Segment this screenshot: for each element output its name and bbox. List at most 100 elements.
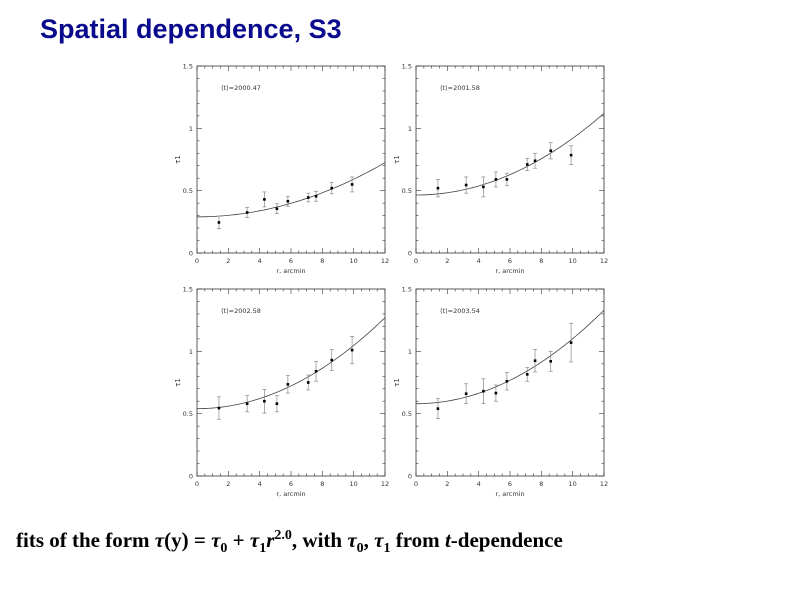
data-point <box>464 392 468 396</box>
x-tick-label: 8 <box>320 480 324 488</box>
x-axis-label: r, arcmin <box>276 267 305 275</box>
data-point <box>525 373 529 376</box>
plot-2002: 0 2 4 6 8 10 12 0 0.5 1 1.5 r, arcmin τ1 ⟨t⟩=2002.58 <box>174 286 389 499</box>
data-point <box>286 383 290 386</box>
x-axis-label: r, arcmin <box>276 490 305 498</box>
y-tick-label: 0 <box>189 473 193 481</box>
x-tick-label: 4 <box>258 257 262 265</box>
y-tick-label: 1.5 <box>402 286 412 294</box>
fit-curve <box>196 317 386 410</box>
y-axis-label: τ1 <box>393 155 401 164</box>
data-point <box>464 183 468 187</box>
data-point <box>217 406 221 410</box>
plot-frame <box>415 288 605 477</box>
data-point <box>436 407 440 410</box>
x-tick-label: 6 <box>508 480 512 488</box>
data-point <box>549 149 553 153</box>
annotation: ⟨t⟩=2002.58 <box>221 307 261 315</box>
data-point <box>286 199 290 203</box>
data-point <box>306 196 310 199</box>
x-tick-label: 4 <box>477 480 481 488</box>
data-point <box>314 369 318 373</box>
y-tick-label: 1.5 <box>402 63 412 71</box>
x-tick-label: 8 <box>539 480 543 488</box>
y-tick-label: 1.5 <box>183 286 193 294</box>
y-tick-label: 0 <box>189 250 193 258</box>
x-tick-label: 8 <box>320 257 324 265</box>
data-point <box>330 186 334 190</box>
annotation: ⟨t⟩=2001.58 <box>440 84 480 92</box>
y-axis-label: τ1 <box>393 378 401 387</box>
y-tick-label: 0.5 <box>183 410 193 418</box>
y-tick-label: 1 <box>189 125 193 133</box>
x-tick-label: 6 <box>289 257 293 265</box>
data-point <box>549 360 553 363</box>
x-tick-label: 12 <box>600 257 608 265</box>
x-tick-label: 0 <box>195 480 199 488</box>
x-tick-label: 10 <box>350 480 358 488</box>
y-tick-label: 1 <box>408 125 412 133</box>
x-tick-label: 2 <box>445 480 449 488</box>
data-point <box>569 341 573 344</box>
x-tick-label: 2 <box>226 257 230 265</box>
data-point <box>306 381 310 384</box>
y-tick-label: 1 <box>189 348 193 356</box>
data-point <box>263 198 266 201</box>
slide-title: Spatial dependence, S3 <box>40 14 342 44</box>
y-tick-label: 0.5 <box>402 187 412 195</box>
data-point <box>482 185 485 189</box>
annotation: ⟨t⟩=2000.47 <box>221 84 261 92</box>
x-tick-label: 12 <box>381 257 389 265</box>
data-point <box>330 358 334 362</box>
data-point <box>314 194 318 198</box>
x-tick-label: 2 <box>226 480 230 488</box>
x-tick-label: 10 <box>350 257 358 265</box>
data-point <box>494 391 498 395</box>
data-point <box>263 399 266 403</box>
data-point <box>350 348 354 352</box>
x-tick-label: 10 <box>569 480 577 488</box>
slide-caption: fits of the form τ(y) = τ0 + τ1r2.0, wit… <box>16 528 563 557</box>
fit-curve <box>415 113 605 196</box>
x-axis-label: r, arcmin <box>495 267 524 275</box>
y-axis-label: τ1 <box>174 155 182 164</box>
x-tick-label: 10 <box>569 257 577 265</box>
x-tick-label: 6 <box>289 480 293 488</box>
x-tick-label: 0 <box>195 257 199 265</box>
data-point <box>436 186 440 190</box>
data-point <box>217 221 221 224</box>
y-tick-label: 0.5 <box>183 187 193 195</box>
data-point <box>482 389 485 393</box>
data-point <box>525 163 529 166</box>
y-tick-label: 0 <box>408 473 412 481</box>
x-tick-label: 12 <box>600 480 608 488</box>
data-point <box>245 211 249 214</box>
data-point <box>569 153 573 157</box>
data-point <box>505 178 509 181</box>
data-point <box>533 159 537 163</box>
plot-2000: 0 2 4 6 8 10 12 0 0.5 1 1.5 r, arcmin τ1 ⟨t⟩=2000.47 <box>174 63 389 276</box>
data-point <box>275 402 279 405</box>
fit-curve <box>415 309 605 405</box>
x-tick-label: 0 <box>414 257 418 265</box>
plot-frame <box>196 65 386 254</box>
x-tick-label: 12 <box>381 480 389 488</box>
y-tick-label: 1.5 <box>183 63 193 71</box>
x-tick-label: 4 <box>477 257 481 265</box>
x-axis-label: r, arcmin <box>495 490 524 498</box>
data-point <box>275 207 279 211</box>
plot-frame <box>415 65 605 254</box>
plot-2003: 0 2 4 6 8 10 12 0 0.5 1 1.5 r, arcmin τ1 ⟨t⟩=2003.54 <box>393 286 608 499</box>
x-tick-label: 8 <box>539 257 543 265</box>
y-tick-label: 1 <box>408 348 412 356</box>
y-tick-label: 0 <box>408 250 412 258</box>
y-axis-label: τ1 <box>174 378 182 387</box>
y-tick-label: 0.5 <box>402 410 412 418</box>
data-point <box>505 379 509 383</box>
data-point <box>245 402 249 405</box>
x-tick-label: 2 <box>445 257 449 265</box>
annotation: ⟨t⟩=2003.54 <box>440 307 480 315</box>
data-point <box>350 183 354 186</box>
data-point <box>533 359 537 362</box>
plot-frame <box>196 288 386 477</box>
